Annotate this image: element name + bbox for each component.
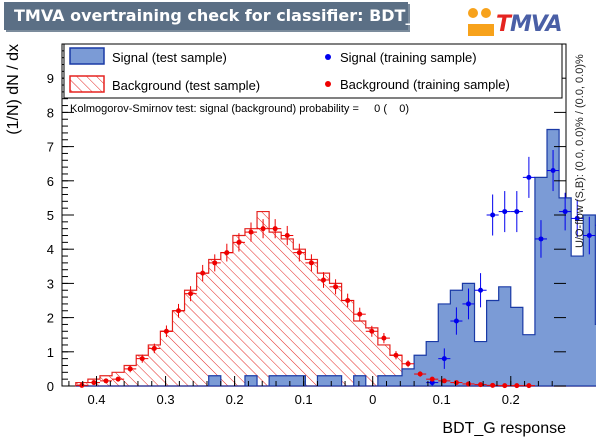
- background-train-point: [345, 298, 351, 303]
- background-train-point: [163, 328, 169, 334]
- background-training-points: [75, 219, 535, 389]
- background-train-point: [357, 311, 363, 317]
- signal-training-points: [426, 150, 596, 386]
- y-tick-label: 9: [47, 71, 54, 86]
- legend: Signal (test sample) Background (test sa…: [63, 43, 563, 99]
- background-train-point: [188, 291, 194, 297]
- title-bar: TMVA overtraining check for classifier: …: [4, 2, 427, 30]
- background-train-point: [308, 260, 314, 266]
- signal-train-point: [490, 212, 496, 218]
- background-train-point: [405, 361, 411, 367]
- signal-train-point: [574, 215, 580, 221]
- y-tick-label: 4: [47, 242, 54, 257]
- signal-test-histogram: [75, 128, 596, 387]
- background-train-point: [272, 226, 278, 232]
- signal-train-point: [562, 209, 568, 215]
- signal-test-area: [75, 128, 596, 387]
- signal-train-point: [441, 356, 447, 362]
- background-train-point: [260, 226, 266, 232]
- y-tick-label: 0: [47, 379, 54, 394]
- background-train-point: [284, 233, 290, 239]
- signal-train-point: [586, 233, 592, 239]
- background-train-point: [151, 345, 157, 351]
- y-tick-label: 5: [47, 208, 54, 223]
- y-tick-label: 8: [47, 105, 54, 120]
- legend-signal-train-marker: [325, 54, 331, 60]
- background-train-point: [381, 335, 387, 341]
- background-train-point: [429, 376, 435, 382]
- signal-train-point: [478, 287, 484, 293]
- signal-train-point: [526, 174, 532, 180]
- x-tick-label: 0.2: [226, 392, 244, 407]
- y-tick-label: 3: [47, 276, 54, 291]
- legend-signal-train-label: Signal (training sample): [340, 50, 477, 65]
- background-train-point: [200, 270, 206, 276]
- background-train-point: [320, 277, 326, 283]
- background-train-point: [127, 366, 133, 372]
- background-train-point: [369, 328, 375, 334]
- legend-signal-test-swatch: [69, 47, 105, 65]
- signal-train-point: [465, 301, 471, 307]
- signal-train-point: [429, 380, 435, 386]
- background-train-point: [465, 381, 471, 387]
- x-tick-label: 0.1: [433, 392, 451, 407]
- x-axis-label: BDT_G response: [442, 420, 566, 437]
- background-train-point: [296, 250, 302, 256]
- logo-dots-icon: [468, 8, 494, 36]
- signal-train-point: [514, 209, 520, 215]
- legend-background-train-marker: [325, 81, 331, 87]
- legend-signal-test-label: Signal (test sample): [112, 50, 227, 65]
- background-train-point: [417, 371, 423, 377]
- chart-title: TMVA overtraining check for classifier: …: [14, 6, 427, 25]
- background-train-point: [393, 352, 399, 358]
- background-train-point: [514, 383, 520, 389]
- background-train-point: [478, 382, 484, 388]
- signal-train-point: [538, 236, 544, 242]
- legend-background-test-label: Background (test sample): [112, 78, 260, 93]
- y-axis-label: (1/N) dN / dx: [5, 44, 22, 135]
- background-train-point: [453, 380, 459, 386]
- legend-background-test-swatch: [69, 75, 105, 93]
- signal-train-point: [502, 209, 508, 215]
- ks-test-text: Kolmogorov-Smirnov test: signal (backgro…: [70, 103, 409, 115]
- x-tick-label: 0.1: [295, 392, 313, 407]
- background-train-point: [236, 239, 242, 245]
- y-tick-label: 1: [47, 345, 54, 360]
- y-tick-label: 7: [47, 140, 54, 155]
- x-tick-label: 0: [369, 392, 376, 407]
- tmva-logo: TMVA: [466, 6, 584, 40]
- legend-box: [63, 43, 563, 99]
- legend-background-train-label: Background (training sample): [340, 77, 510, 92]
- y-tick-label: 6: [47, 174, 54, 189]
- background-train-point: [526, 383, 532, 389]
- x-tick-label: 0.3: [157, 392, 175, 407]
- background-train-point: [91, 380, 97, 386]
- background-train-point: [333, 284, 339, 290]
- background-train-point: [212, 260, 218, 266]
- y-tick-label: 2: [47, 311, 54, 326]
- x-tick-label: 0.4: [87, 392, 105, 407]
- background-train-point: [490, 382, 496, 388]
- x-tick-label: 0.2: [502, 392, 520, 407]
- background-train-point: [103, 378, 109, 384]
- background-train-point: [224, 250, 230, 256]
- background-train-point: [176, 308, 182, 314]
- logo-text: TMVA: [496, 12, 562, 37]
- signal-train-point: [453, 318, 459, 324]
- background-train-point: [79, 382, 85, 388]
- signal-train-point: [550, 168, 556, 174]
- background-train-point: [115, 376, 121, 382]
- background-train-point: [248, 229, 254, 235]
- background-train-point: [502, 383, 508, 389]
- background-train-point: [441, 378, 447, 384]
- background-train-point: [139, 356, 145, 362]
